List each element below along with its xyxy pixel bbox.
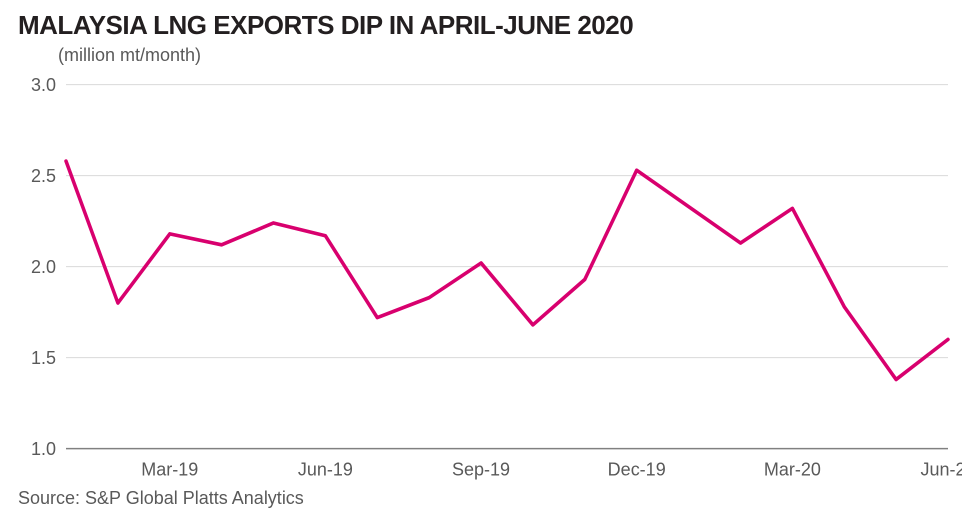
x-tick-label: Jun-20: [920, 458, 962, 479]
chart-area: 1.0 1.5 2.0 2.5 3.0 Mar-19 Jun-19 Sep-19 Dec-19 M…: [18, 68, 962, 484]
y-axis-units: (million mt/month): [58, 45, 962, 66]
y-tick-label: 1.0: [31, 438, 56, 459]
x-tick-label: Dec-19: [608, 458, 666, 479]
line-chart-svg: 1.0 1.5 2.0 2.5 3.0 Mar-19 Jun-19 Sep-19 Dec-19 M…: [18, 68, 962, 484]
y-tick-label: 2.5: [31, 165, 56, 186]
y-tick-label: 1.5: [31, 347, 56, 368]
y-tick-label: 2.0: [31, 256, 56, 277]
x-tick-label: Mar-20: [764, 458, 821, 479]
source-attribution: Source: S&P Global Platts Analytics: [18, 488, 962, 509]
chart-title: MALAYSIA LNG EXPORTS DIP IN APRIL-JUNE 2…: [18, 10, 962, 41]
data-series-line: [66, 161, 948, 379]
x-tick-label: Mar-19: [141, 458, 198, 479]
x-tick-label: Sep-19: [452, 458, 510, 479]
y-tick-label: 3.0: [31, 74, 56, 95]
x-tick-label: Jun-19: [298, 458, 353, 479]
